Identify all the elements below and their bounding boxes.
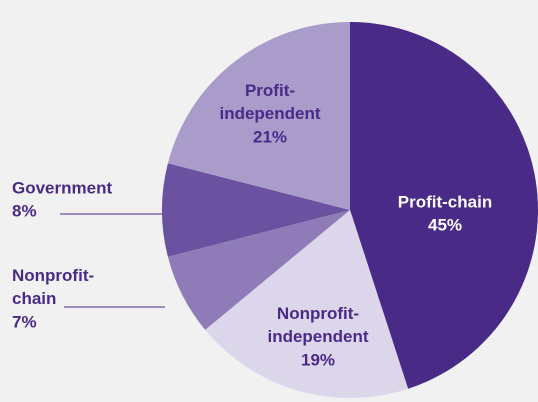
pie-slice (167, 22, 350, 210)
slice-label: Profit-chain (398, 192, 492, 211)
pie-slice (350, 22, 538, 389)
value-label: 7% (12, 312, 37, 331)
slice-label: Nonprofit-chain (12, 266, 94, 308)
value-label: 21% (253, 127, 287, 146)
value-label: 45% (428, 215, 462, 234)
pie-slice (167, 210, 350, 330)
slice-label: Nonprofit-independent (267, 304, 368, 346)
slice-label: Government (12, 178, 112, 197)
value-label: 8% (12, 201, 37, 220)
pie-slice (205, 210, 409, 398)
slice-label: Profit-independent (219, 81, 320, 123)
value-label: 19% (301, 350, 335, 369)
pie-slice (162, 163, 350, 257)
